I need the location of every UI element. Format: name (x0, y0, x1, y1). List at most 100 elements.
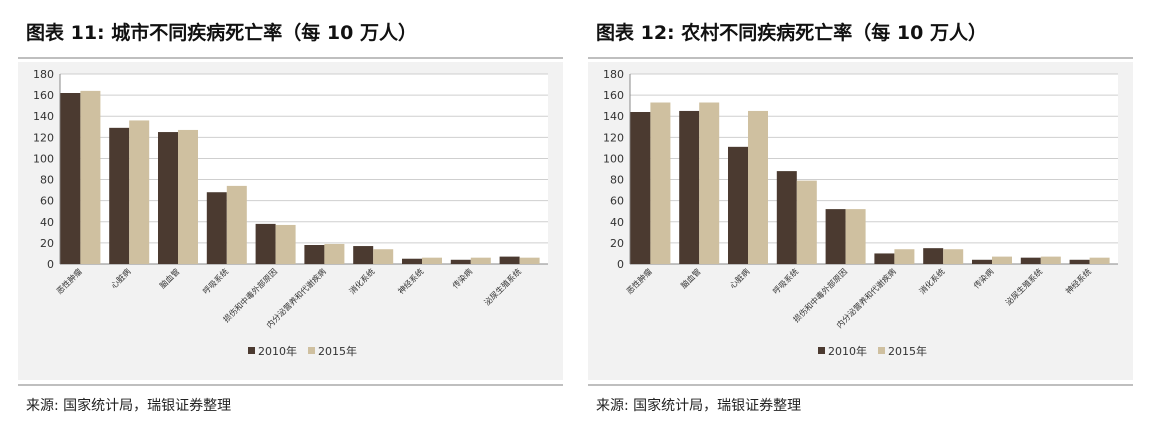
bar-2015 (748, 110, 768, 264)
bar-2015 (845, 209, 866, 264)
y-tick-label: 160 (33, 89, 54, 102)
bar-2015 (943, 249, 964, 264)
y-tick-label: 140 (33, 110, 54, 123)
y-tick-label: 180 (33, 68, 54, 81)
chart-panel-rural: 图表 12: 农村不同疾病死亡率（每 10 万人） 0 20 40 60 80 100 12… (588, 0, 1148, 436)
y-tick-label: 160 (603, 89, 624, 102)
y-tick-label: 100 (33, 152, 54, 165)
x-tick-label: 损伤和中毒外部原因 (221, 266, 279, 324)
y-tick-label: 0 (47, 258, 54, 271)
bar-2015 (699, 102, 720, 264)
bar-2015 (894, 249, 915, 264)
x-tick-label: 脑血管 (157, 266, 181, 290)
y-tick-label: 60 (40, 195, 54, 208)
bar-2010 (630, 112, 651, 264)
bar-2010 (450, 259, 471, 264)
y-tick-label: 80 (40, 174, 54, 187)
y-tick-label: 0 (617, 258, 624, 271)
bar-2010 (825, 209, 846, 264)
bar-2015 (1089, 257, 1110, 264)
x-tick-label: 心脏病 (109, 266, 133, 290)
bar-2015 (275, 224, 296, 264)
x-tick-label: 传染病 (971, 266, 995, 290)
y-tick-label: 20 (40, 237, 54, 250)
bar-2010 (158, 132, 178, 264)
chart-source: 来源: 国家统计局，瑞银证券整理 (596, 398, 802, 414)
bar-2015 (992, 256, 1012, 264)
x-tick-label: 传染病 (450, 266, 474, 290)
chart-source: 来源: 国家统计局，瑞银证券整理 (26, 398, 232, 414)
x-tick-label: 脑血管 (679, 266, 703, 290)
y-tick-label: 20 (610, 237, 624, 250)
bar-2010 (679, 110, 700, 264)
legend-label: 2010年 (258, 344, 297, 358)
legend-swatch (308, 347, 315, 354)
bar-2015 (373, 249, 394, 264)
y-tick-label: 80 (610, 174, 624, 187)
legend-swatch (878, 347, 885, 354)
bar-2010 (923, 248, 944, 264)
x-tick-label: 呼吸系统 (771, 266, 801, 296)
bar-2010 (874, 253, 895, 264)
x-tick-label: 恶性肿瘤 (624, 266, 654, 296)
x-tick-label: 消化系统 (347, 266, 377, 296)
y-tick-label: 60 (610, 195, 624, 208)
bar-2015 (650, 102, 671, 264)
bar-2015 (422, 257, 442, 264)
divider (588, 384, 1133, 386)
x-tick-label: 恶性肿瘤 (54, 266, 84, 296)
x-tick-label: 消化系统 (917, 266, 947, 296)
legend-label: 2010年 (828, 344, 867, 358)
legend-label: 2015年 (318, 344, 357, 358)
y-tick-label: 100 (603, 152, 624, 165)
bar-2015 (80, 90, 101, 264)
bar-2010 (255, 223, 276, 264)
x-tick-label: 神经系统 (396, 266, 426, 296)
bar-2010 (304, 245, 325, 264)
bar-2010 (1020, 257, 1041, 264)
bar-2015 (796, 180, 817, 264)
y-tick-label: 40 (40, 216, 54, 229)
legend-swatch (248, 347, 255, 354)
bar-2010 (972, 259, 992, 264)
bar-2015 (178, 129, 198, 264)
x-tick-label: 泌尿生殖系统 (482, 266, 523, 307)
chart-area: 0 20 40 60 80 100 120 140 160 180 恶性肿瘤 心脏病 脑血管 呼吸系统 损伤… (18, 62, 563, 380)
x-tick-label: 心脏病 (727, 266, 751, 290)
y-tick-label: 120 (33, 131, 54, 144)
bar-2010 (499, 256, 520, 264)
x-tick-label: 神经系统 (1063, 266, 1093, 296)
y-tick-label: 40 (610, 216, 624, 229)
divider (18, 384, 563, 386)
bar-chart-urban: 0 20 40 60 80 100 120 140 160 180 恶性肿瘤 心脏病 脑血管 呼吸系统损伤… (33, 68, 548, 358)
bar-2015 (519, 257, 540, 264)
bar-chart-rural: 0 20 40 60 80 100 120 140 160 180 恶性肿瘤 脑血管 心脏病 呼吸系统损伤… (603, 68, 1118, 358)
divider (588, 57, 1133, 59)
bar-2015 (1040, 256, 1061, 264)
legend-swatch (818, 347, 825, 354)
bar-2015 (129, 120, 150, 264)
x-tick-label: 泌尿生殖系统 (1003, 266, 1044, 307)
bar-2015 (470, 257, 491, 264)
bar-2010 (206, 192, 227, 264)
bar-2010 (60, 93, 81, 264)
bar-2015 (324, 243, 345, 264)
bar-2010 (776, 171, 797, 264)
legend-label: 2015年 (888, 344, 927, 358)
chart-area: 0 20 40 60 80 100 120 140 160 180 恶性肿瘤 脑血管 心脏病 呼吸系统 损伤… (588, 62, 1133, 380)
bar-2010 (109, 127, 130, 264)
x-tick-label: 呼吸系统 (201, 266, 231, 296)
bar-2010 (353, 246, 374, 264)
bar-2015 (226, 185, 247, 264)
y-tick-label: 180 (603, 68, 624, 81)
x-tick-label: 损伤和中毒外部原因 (791, 266, 849, 324)
chart-panel-urban: 图表 11: 城市不同疾病死亡率（每 10 万人） 0 20 40 60 80 100 12… (18, 0, 578, 436)
bar-2010 (402, 258, 422, 264)
divider (18, 57, 563, 59)
y-tick-label: 140 (603, 110, 624, 123)
chart-title: 图表 12: 农村不同疾病死亡率（每 10 万人） (596, 22, 987, 44)
bar-2010 (1069, 259, 1090, 264)
bar-2010 (728, 146, 748, 264)
chart-title: 图表 11: 城市不同疾病死亡率（每 10 万人） (26, 22, 417, 44)
y-tick-label: 120 (603, 131, 624, 144)
